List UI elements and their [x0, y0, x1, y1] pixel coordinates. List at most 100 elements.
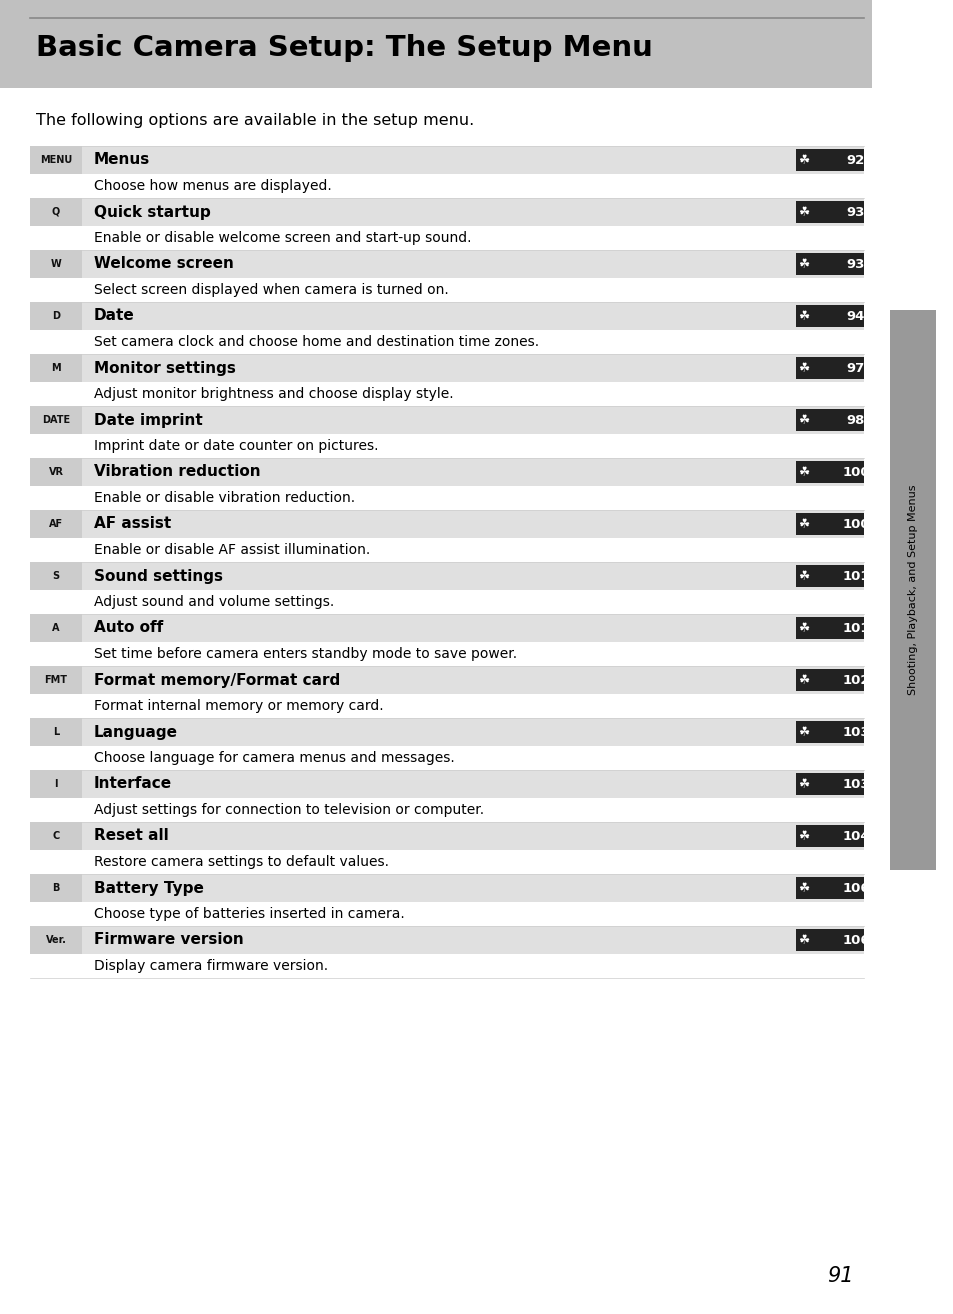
- Bar: [30, 562, 863, 590]
- Bar: [30, 770, 82, 798]
- Text: W: W: [51, 259, 61, 269]
- Bar: [30, 798, 863, 823]
- Bar: [795, 305, 863, 327]
- Text: 101: 101: [841, 569, 869, 582]
- Text: Set camera clock and choose home and destination time zones.: Set camera clock and choose home and des…: [94, 335, 538, 350]
- Text: 98: 98: [846, 414, 864, 427]
- Bar: [30, 382, 863, 406]
- Bar: [30, 279, 863, 302]
- Text: Welcome screen: Welcome screen: [94, 256, 233, 272]
- Text: ☘: ☘: [798, 310, 809, 322]
- Text: ☘: ☘: [798, 414, 809, 427]
- Bar: [30, 666, 863, 694]
- Bar: [30, 406, 863, 434]
- Bar: [30, 198, 82, 226]
- Bar: [795, 201, 863, 223]
- Bar: [30, 954, 863, 978]
- Bar: [30, 614, 863, 643]
- Text: 106: 106: [841, 882, 869, 895]
- Bar: [30, 459, 82, 486]
- Bar: [30, 823, 863, 850]
- Bar: [30, 250, 863, 279]
- Text: Date: Date: [94, 309, 134, 323]
- Text: Firmware version: Firmware version: [94, 933, 244, 947]
- Bar: [889, 310, 935, 870]
- Bar: [871, 0, 953, 1314]
- Text: Ver.: Ver.: [46, 936, 67, 945]
- Text: Adjust sound and volume settings.: Adjust sound and volume settings.: [94, 595, 334, 608]
- Bar: [30, 510, 82, 537]
- Bar: [30, 614, 82, 643]
- Text: The following options are available in the setup menu.: The following options are available in t…: [36, 113, 474, 127]
- Bar: [30, 198, 863, 226]
- Bar: [795, 357, 863, 378]
- Bar: [30, 250, 82, 279]
- Text: Enable or disable vibration reduction.: Enable or disable vibration reduction.: [94, 491, 355, 505]
- Bar: [795, 825, 863, 848]
- Text: Shooting, Playback, and Setup Menus: Shooting, Playback, and Setup Menus: [907, 485, 917, 695]
- Text: ☘: ☘: [798, 361, 809, 374]
- Text: Language: Language: [94, 724, 178, 740]
- Bar: [30, 173, 863, 198]
- Text: Q: Q: [51, 208, 60, 217]
- Bar: [30, 850, 863, 874]
- Bar: [30, 770, 863, 798]
- Text: AF: AF: [49, 519, 63, 530]
- Bar: [30, 302, 82, 330]
- Text: Basic Camera Setup: The Setup Menu: Basic Camera Setup: The Setup Menu: [36, 34, 652, 62]
- Text: ☘: ☘: [798, 725, 809, 738]
- Text: M: M: [51, 363, 61, 373]
- Text: ☘: ☘: [798, 674, 809, 686]
- Bar: [30, 643, 863, 666]
- Text: Display camera firmware version.: Display camera firmware version.: [94, 959, 328, 972]
- Bar: [30, 537, 863, 562]
- Text: Choose how menus are displayed.: Choose how menus are displayed.: [94, 179, 332, 193]
- Bar: [30, 746, 863, 770]
- Bar: [30, 459, 863, 486]
- Text: I: I: [54, 779, 58, 788]
- Text: 102: 102: [841, 674, 869, 686]
- Text: ☘: ☘: [798, 933, 809, 946]
- Bar: [795, 876, 863, 899]
- Text: 94: 94: [846, 310, 864, 322]
- Text: Choose type of batteries inserted in camera.: Choose type of batteries inserted in cam…: [94, 907, 404, 921]
- Bar: [795, 461, 863, 484]
- Bar: [30, 406, 82, 434]
- Bar: [30, 486, 863, 510]
- Text: ☘: ☘: [798, 205, 809, 218]
- Bar: [795, 721, 863, 742]
- Bar: [30, 353, 82, 382]
- Text: C: C: [52, 830, 59, 841]
- Text: 92: 92: [846, 154, 864, 167]
- Text: ☘: ☘: [798, 465, 809, 478]
- Bar: [30, 666, 82, 694]
- Text: ☘: ☘: [798, 778, 809, 791]
- Text: Monitor settings: Monitor settings: [94, 360, 235, 376]
- Text: Battery Type: Battery Type: [94, 880, 204, 896]
- Bar: [30, 562, 82, 590]
- Text: ☘: ☘: [798, 569, 809, 582]
- Bar: [795, 512, 863, 535]
- Text: Date imprint: Date imprint: [94, 413, 203, 427]
- Bar: [30, 874, 82, 901]
- Text: AF assist: AF assist: [94, 516, 172, 531]
- Text: D: D: [52, 311, 60, 321]
- Bar: [0, 0, 953, 88]
- Bar: [30, 717, 82, 746]
- Bar: [30, 434, 863, 459]
- Text: MENU: MENU: [40, 155, 72, 166]
- Bar: [30, 926, 863, 954]
- Text: Choose language for camera menus and messages.: Choose language for camera menus and mes…: [94, 752, 455, 765]
- Bar: [795, 773, 863, 795]
- Text: B: B: [52, 883, 60, 894]
- Text: A: A: [52, 623, 60, 633]
- Bar: [795, 929, 863, 951]
- Text: Select screen displayed when camera is turned on.: Select screen displayed when camera is t…: [94, 283, 448, 297]
- Bar: [30, 146, 82, 173]
- Bar: [30, 901, 863, 926]
- Text: Adjust settings for connection to television or computer.: Adjust settings for connection to televi…: [94, 803, 483, 817]
- Bar: [30, 823, 82, 850]
- Text: ☘: ☘: [798, 622, 809, 635]
- Text: Enable or disable welcome screen and start-up sound.: Enable or disable welcome screen and sta…: [94, 231, 471, 244]
- Bar: [30, 146, 863, 173]
